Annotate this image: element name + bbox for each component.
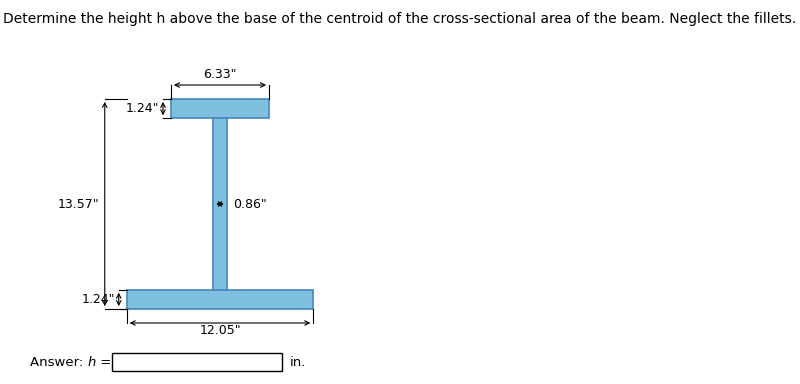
Text: h: h [88,356,96,369]
Bar [171,99,269,118]
Text: Determine the height h above the base of the centroid of the cross-sectional are: Determine the height h above the base of… [3,12,797,26]
Text: in.: in. [290,356,306,369]
Text: Answer:: Answer: [30,356,87,369]
Text: 1.24": 1.24" [82,293,114,306]
Text: 12.05": 12.05" [199,324,241,337]
Text: 1.24": 1.24" [126,102,159,115]
Bar [126,290,314,309]
Text: =: = [96,356,111,369]
Bar [214,118,226,290]
Bar [112,353,282,371]
Text: 13.57": 13.57" [58,197,100,210]
Text: 6.33": 6.33" [203,68,237,81]
Text: 0.86": 0.86" [233,197,266,210]
